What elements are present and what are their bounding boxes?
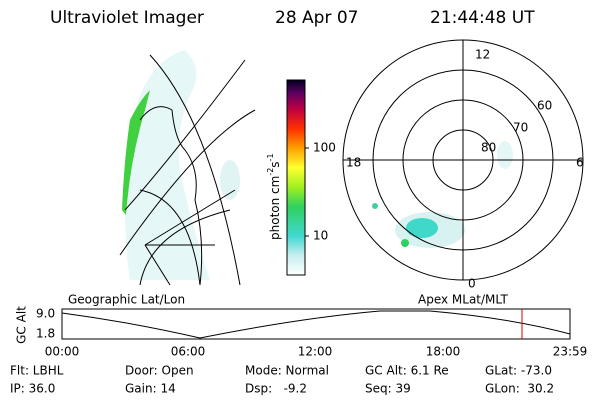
time: 21:44:48 UT	[430, 8, 535, 28]
polar-label: 18	[346, 156, 361, 170]
unit: photon cm	[268, 176, 282, 240]
y-label: 9.0	[36, 307, 55, 321]
unit: s	[268, 161, 282, 167]
info-field: Gain: 14	[125, 382, 176, 396]
axis-label: GC Alt	[15, 306, 29, 344]
info-field: Door: Open	[125, 364, 194, 378]
info-field: Seq: 39	[365, 382, 411, 396]
polar-plot	[342, 39, 584, 281]
plot-title: Geographic Lat/Lon	[68, 293, 185, 307]
colorbar	[286, 79, 306, 276]
polar-label: 60	[537, 99, 552, 113]
polar-label: 80	[481, 141, 496, 155]
info-field: Flt: LBHL	[10, 364, 64, 378]
x-label: 00:00	[45, 345, 80, 359]
colorbar-label: photon cm-2s-1	[266, 153, 282, 240]
polar-label: 0	[468, 277, 476, 291]
colorbar-tick-label: 10	[313, 229, 328, 243]
instrument: Ultraviolet Imager	[50, 8, 204, 28]
x-label: 18:00	[426, 345, 461, 359]
x-label: 06:00	[171, 345, 206, 359]
unit-exp: -2	[266, 168, 275, 176]
info-field: Mode: Normal	[245, 364, 329, 378]
date: 28 Apr 07	[275, 8, 358, 28]
plot-title: Apex MLat/MLT	[418, 293, 508, 307]
polar-label: 6	[576, 156, 584, 170]
plot-frame	[61, 308, 571, 340]
geographic-map	[119, 50, 256, 286]
colorbar-tick-label: 100	[313, 141, 336, 155]
x-label: 12:00	[298, 345, 333, 359]
altitude-curve	[61, 310, 571, 339]
y-label: 1.8	[36, 327, 55, 341]
info-field: Dsp: -9.2	[245, 382, 307, 396]
polar-label: 12	[475, 48, 490, 62]
unit-exp: -1	[266, 153, 275, 161]
polar-label: 70	[513, 121, 528, 135]
info-field: IP: 36.0	[10, 382, 55, 396]
x-label: 23:59	[553, 345, 588, 359]
info-field: GLon: 30.2	[485, 382, 554, 396]
info-field: GC Alt: 6.1 Re	[365, 364, 449, 378]
info-field: GLat: -73.0	[485, 364, 552, 378]
